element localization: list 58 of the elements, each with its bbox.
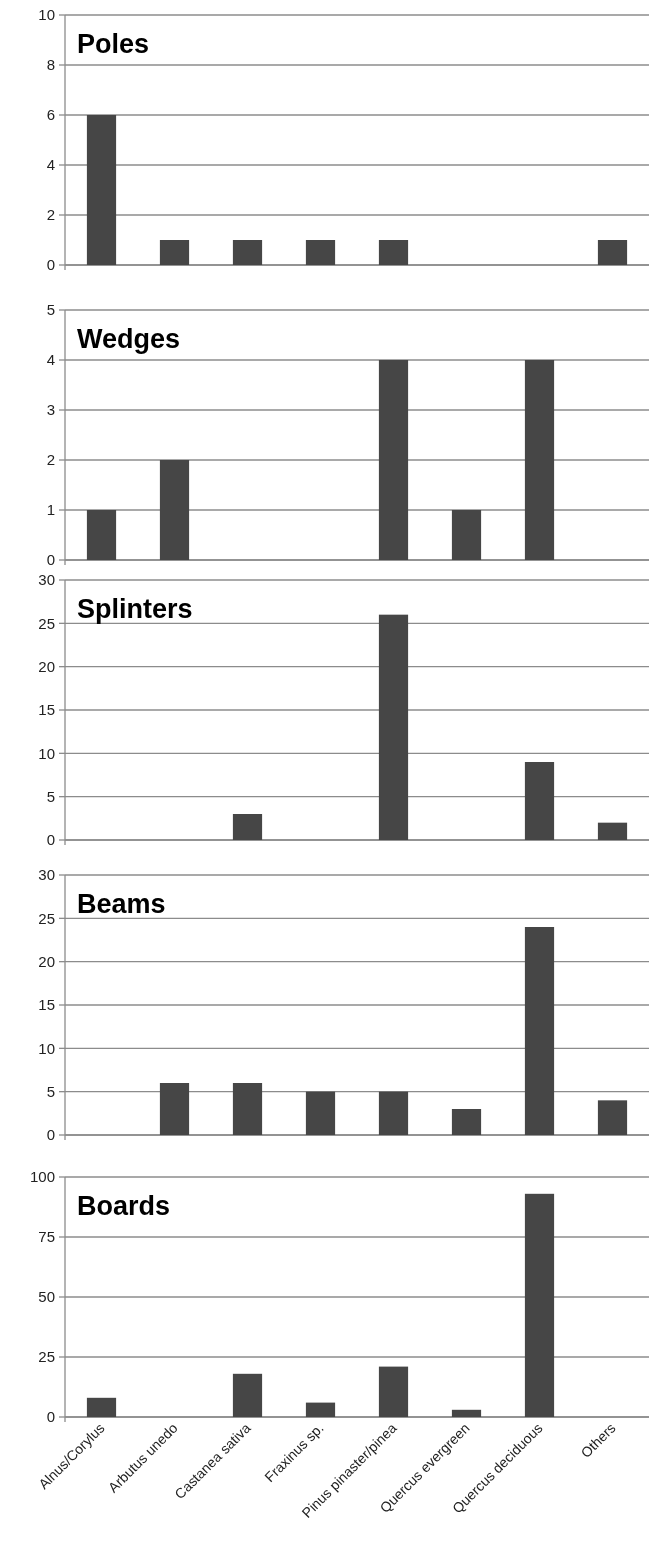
- y-tick-label: 2: [46, 206, 55, 224]
- y-tick-label: 0: [46, 1126, 55, 1144]
- y-tick-label: 6: [46, 106, 55, 124]
- y-tick-label: 15: [38, 996, 55, 1014]
- y-tick-label: 0: [46, 256, 55, 274]
- bar: [451, 1109, 482, 1135]
- y-tick-label: 25: [38, 909, 55, 927]
- y-tick-label: 0: [46, 551, 55, 569]
- y-tick-label: 30: [38, 866, 55, 884]
- bar: [451, 1409, 482, 1417]
- text: Wedges: [77, 324, 181, 354]
- y-tick-label: 8: [46, 56, 55, 74]
- y-tick-label: 100: [29, 1168, 55, 1186]
- y-tick-label: 10: [38, 744, 55, 762]
- y-tick-label: 1: [46, 501, 55, 519]
- text: Beams: [77, 889, 166, 919]
- bar: [524, 1193, 555, 1417]
- y-tick-label: 25: [38, 614, 55, 632]
- bar: [86, 510, 117, 560]
- text: Boards: [77, 1191, 171, 1221]
- bar: [451, 510, 482, 560]
- bar: [524, 360, 555, 560]
- y-tick-label: 5: [46, 301, 55, 319]
- y-tick-label: 75: [38, 1228, 55, 1246]
- text: Poles: [77, 29, 150, 59]
- bar: [378, 360, 409, 560]
- bar: [159, 1083, 190, 1135]
- y-tick-label: 30: [38, 571, 55, 589]
- y-tick-label: 0: [46, 1408, 55, 1426]
- bar: [597, 1100, 628, 1135]
- bar: [232, 814, 263, 840]
- bar: [378, 1366, 409, 1417]
- text: Splinters: [77, 594, 193, 624]
- y-tick-label: 3: [46, 401, 55, 419]
- y-tick-label: 50: [38, 1288, 55, 1306]
- y-tick-label: 4: [46, 156, 55, 174]
- bar: [305, 1091, 336, 1135]
- bar: [159, 460, 190, 560]
- bar: [378, 614, 409, 840]
- y-tick-label: 20: [38, 952, 55, 970]
- bar: [524, 762, 555, 840]
- y-tick-label: 10: [38, 1039, 55, 1057]
- y-tick-label: 4: [46, 351, 55, 369]
- y-tick-label: 0: [46, 831, 55, 849]
- bar: [232, 1373, 263, 1417]
- y-tick-label: 5: [46, 787, 55, 805]
- y-tick-label: 25: [38, 1348, 55, 1366]
- bar: [597, 822, 628, 840]
- y-tick-label: 10: [38, 6, 55, 24]
- bar: [232, 1083, 263, 1135]
- y-tick-label: 2: [46, 451, 55, 469]
- y-tick-label: 15: [38, 701, 55, 719]
- bar: [378, 1091, 409, 1135]
- bar: [305, 1402, 336, 1417]
- bar: [86, 1397, 117, 1417]
- y-tick-label: 20: [38, 657, 55, 675]
- bar: [524, 927, 555, 1135]
- y-tick-label: 5: [46, 1082, 55, 1100]
